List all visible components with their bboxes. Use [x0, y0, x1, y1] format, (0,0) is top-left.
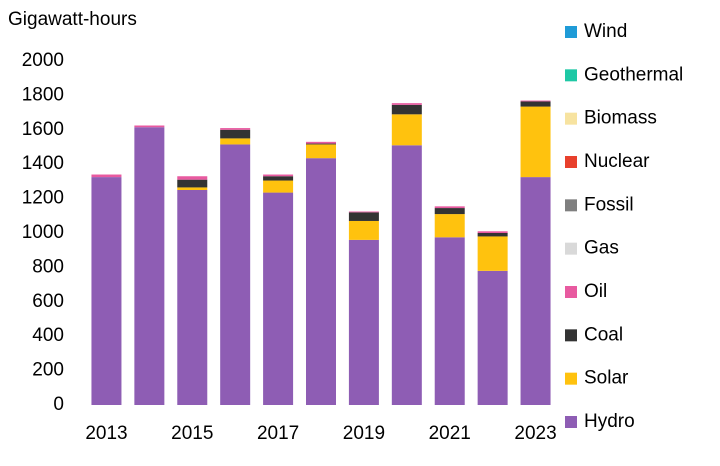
- legend-label: Wind: [584, 21, 627, 42]
- y-tick-label: 1600: [22, 119, 64, 140]
- bar-segment: [477, 236, 508, 271]
- bar-segment: [263, 180, 294, 193]
- x-tick-label: 2015: [171, 423, 213, 444]
- legend-label: Fossil: [584, 194, 634, 215]
- y-tick-label: 1000: [22, 222, 64, 243]
- y-tick-label: 1200: [22, 188, 64, 209]
- bar-segment: [220, 144, 251, 406]
- bar-segment: [134, 125, 165, 128]
- bar-segment: [177, 187, 208, 190]
- bar-segment: [306, 158, 336, 405]
- bar-segment: [348, 212, 379, 221]
- x-tick-label: 2013: [85, 423, 127, 444]
- x-tick-label: 2021: [429, 423, 471, 444]
- bar-segment: [177, 179, 208, 188]
- chart-title: Gigawatt-hours: [8, 9, 137, 30]
- bar-segment: [520, 101, 551, 107]
- bar-segment: [306, 141, 336, 144]
- bar-segment: [391, 114, 422, 146]
- legend-swatch: [565, 156, 577, 168]
- legend-label: Gas: [584, 238, 619, 259]
- legend-swatch: [565, 286, 577, 298]
- y-tick-label: 1400: [22, 153, 64, 174]
- bar-segment: [134, 127, 165, 405]
- legend-label: Biomass: [584, 108, 657, 129]
- bar-segment: [434, 237, 465, 405]
- bar-segment: [91, 174, 122, 178]
- bar-segment: [91, 177, 122, 405]
- bar-segment: [177, 190, 208, 405]
- bar-segment: [348, 211, 379, 213]
- bar-segment: [391, 104, 422, 115]
- legend-swatch: [565, 26, 577, 38]
- bar-segment: [306, 144, 336, 159]
- y-tick-label: 200: [32, 360, 64, 381]
- bar-segment: [434, 206, 465, 209]
- bar-segment: [520, 100, 551, 102]
- y-tick-label: 600: [32, 291, 64, 312]
- legend-swatch: [565, 372, 577, 385]
- x-tick-label: 2023: [514, 423, 556, 444]
- bar-segment: [306, 143, 336, 145]
- y-tick-label: 1800: [22, 84, 64, 105]
- legend-swatch: [565, 242, 577, 255]
- legend-label: Nuclear: [584, 151, 650, 172]
- bar-segment: [348, 220, 379, 240]
- x-tick-label: 2019: [343, 423, 385, 444]
- legend-swatch: [565, 199, 577, 212]
- bar-segment: [263, 174, 294, 177]
- bar-segment: [520, 106, 551, 178]
- bar-segment: [434, 208, 465, 215]
- x-tick-label: 2017: [257, 423, 299, 444]
- bar-segment: [220, 138, 251, 145]
- bar-segment: [391, 145, 422, 405]
- legend-label: Hydro: [584, 411, 635, 432]
- legend-swatch: [565, 69, 577, 82]
- bar-segment: [434, 214, 465, 238]
- legend-swatch: [565, 329, 577, 342]
- legend-swatch: [565, 112, 577, 125]
- legend-label: Oil: [584, 281, 607, 302]
- legend-label: Coal: [584, 324, 623, 345]
- y-tick-label: 800: [32, 256, 64, 277]
- bar-segment: [177, 176, 208, 180]
- legend-label: Geothermal: [584, 64, 683, 85]
- y-tick-label: 2000: [22, 50, 64, 71]
- bar-segment: [263, 176, 294, 181]
- legend-label: Solar: [584, 368, 629, 389]
- legend-swatch: [565, 416, 577, 428]
- y-tick-label: 400: [32, 325, 64, 346]
- bar-segment: [391, 103, 422, 105]
- bar-segment: [220, 128, 251, 130]
- y-tick-label: 0: [53, 394, 64, 415]
- bar-segment: [477, 270, 508, 405]
- bar-segment: [477, 233, 508, 237]
- bar-segment: [477, 231, 508, 233]
- bar-segment: [263, 192, 294, 405]
- bar-segment: [348, 239, 379, 405]
- bar-segment: [520, 177, 551, 405]
- bar-segment: [220, 129, 251, 139]
